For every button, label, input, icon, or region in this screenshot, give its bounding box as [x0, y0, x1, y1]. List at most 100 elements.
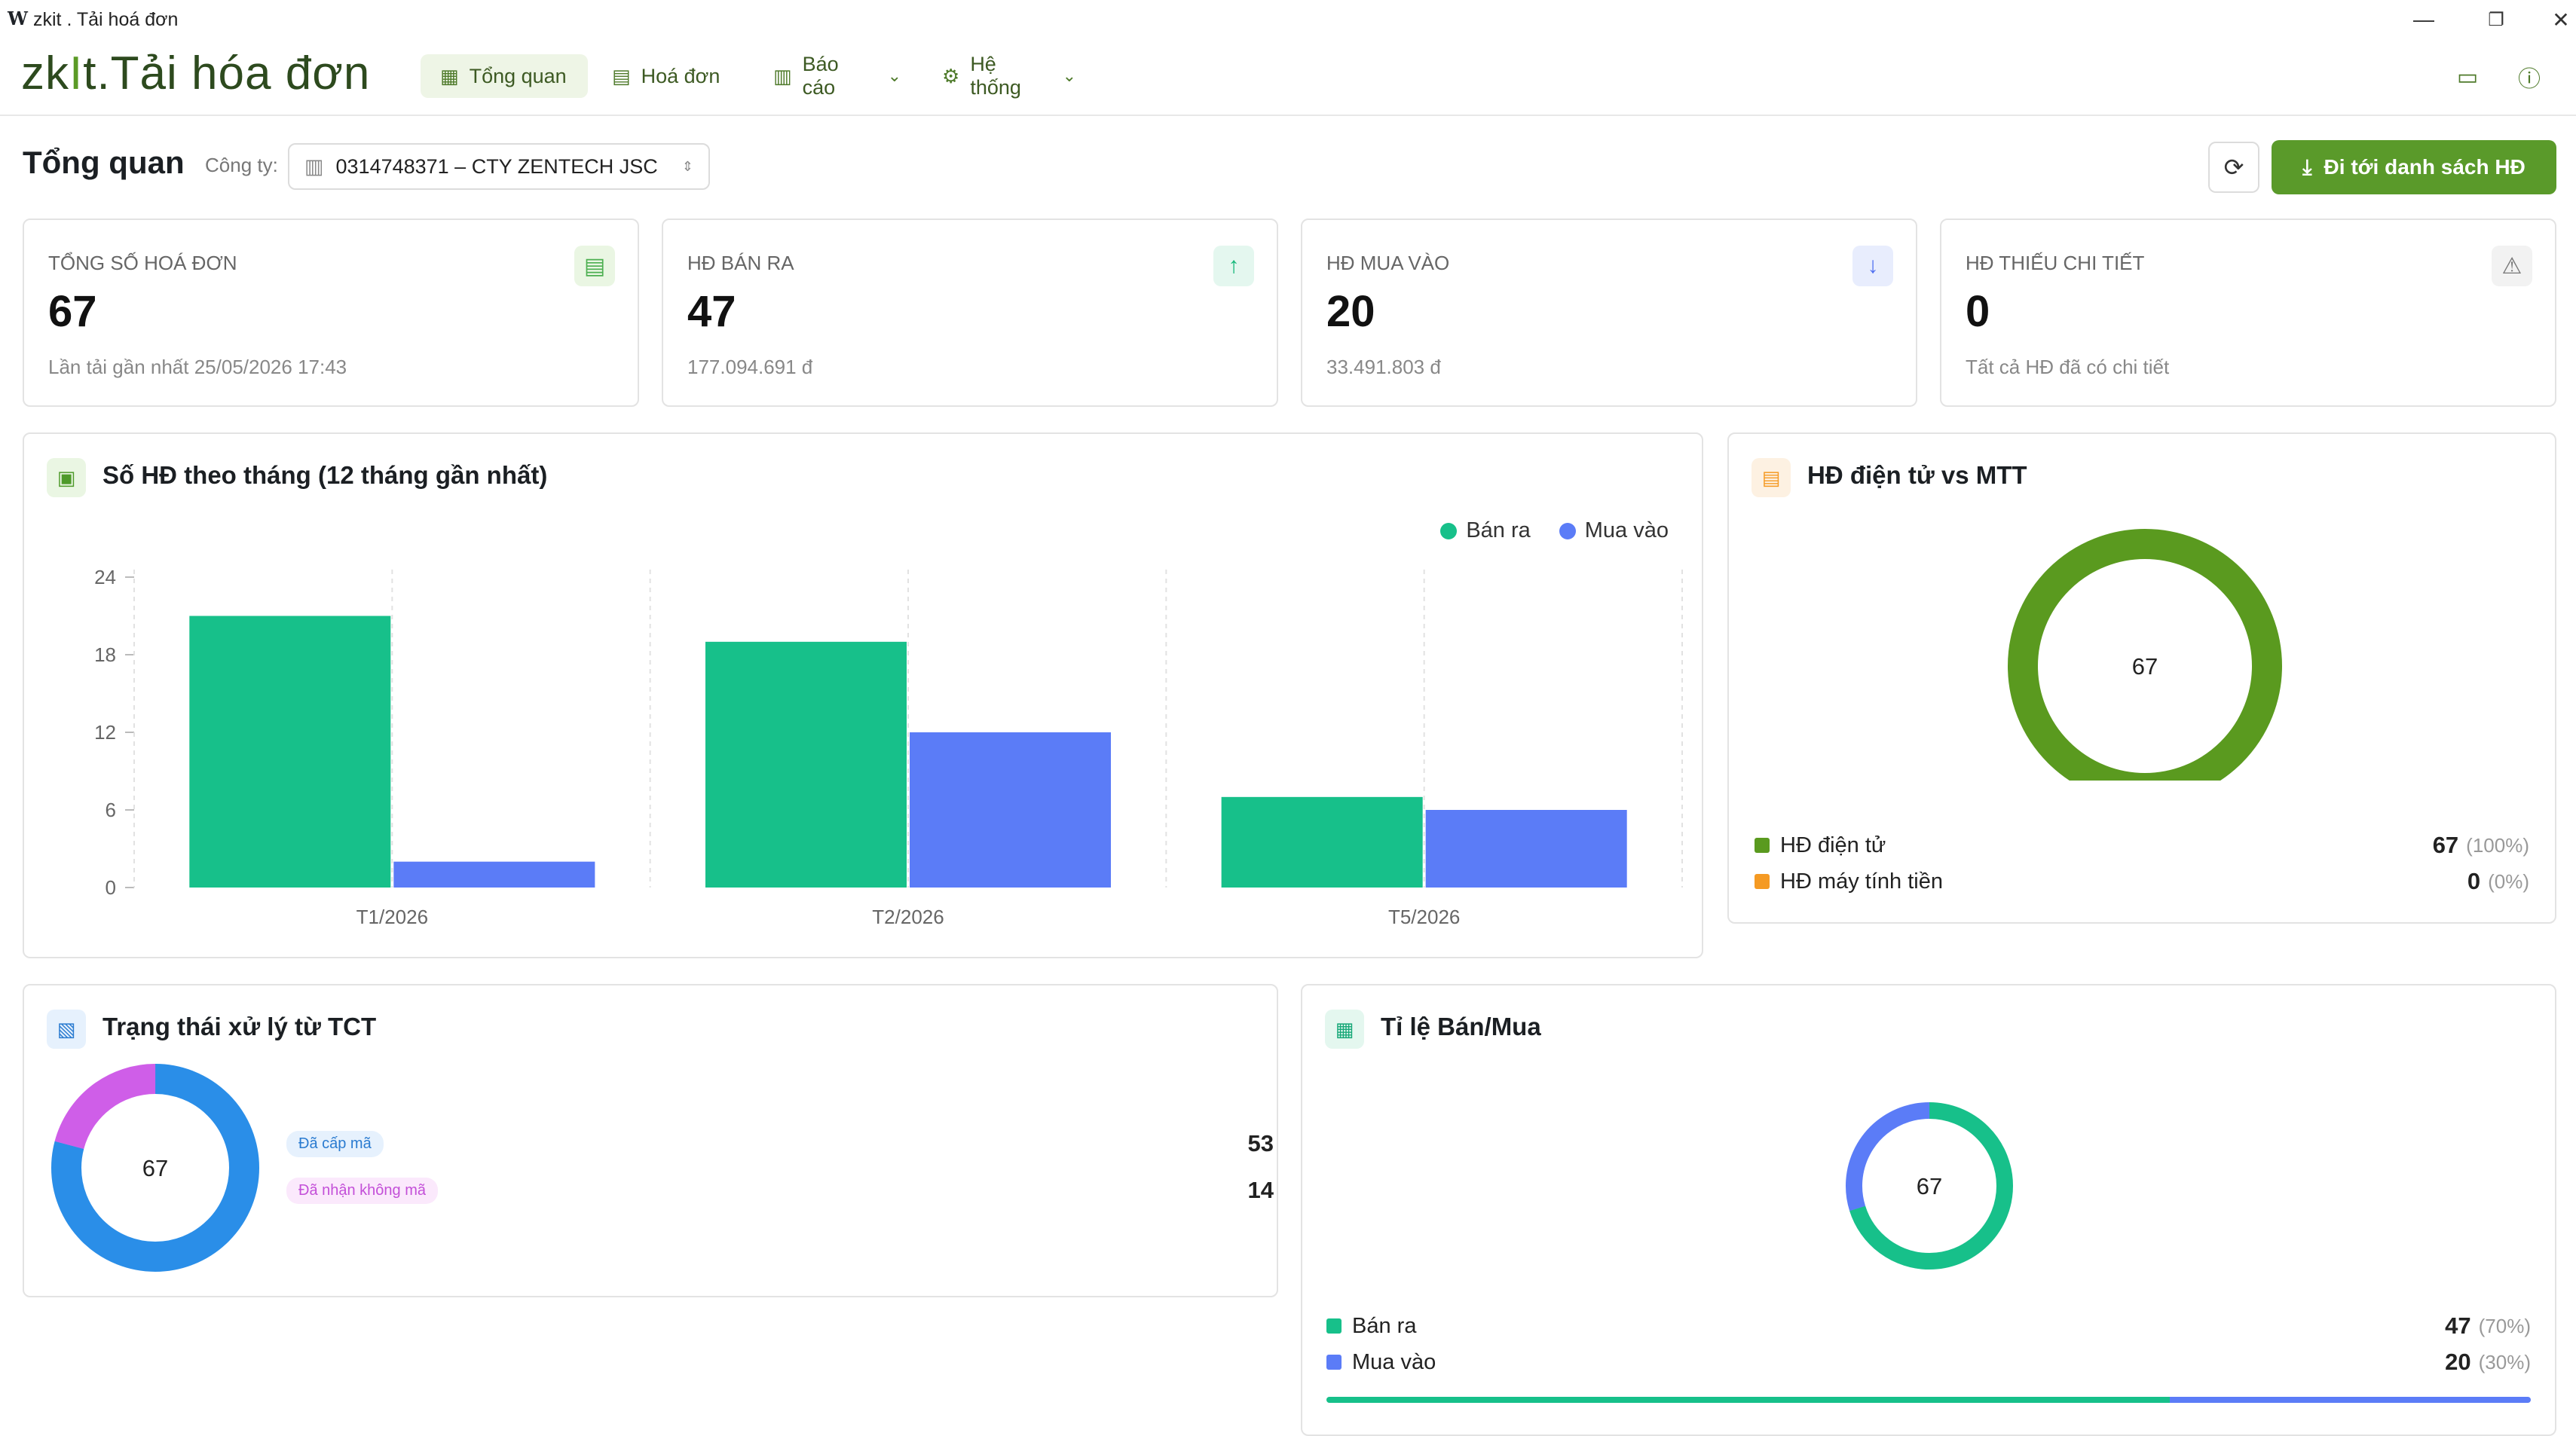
legend-value: 20 — [2445, 1349, 2471, 1375]
legend-swatch — [1755, 874, 1770, 889]
company-select[interactable]: ▥ 0314748371 – CTY ZENTECH JSC ⇕ — [288, 143, 710, 190]
building-icon: ▥ — [304, 154, 324, 178]
legend-row: HĐ điện tử 67 (100%) — [1755, 830, 2529, 860]
legend-label: Bán ra — [1352, 1313, 1417, 1338]
receipt-icon: ▤ — [1751, 458, 1791, 497]
grid-icon: ▦ — [440, 64, 459, 87]
stat-card: HĐ thiếu chi tiết 0 Tất cả HĐ đã có chi … — [1940, 218, 2556, 407]
legend-mua-vao: Mua vào — [1559, 518, 1669, 543]
legend-label: Mua vào — [1352, 1349, 1436, 1374]
stat-label: HĐ mua vào — [1326, 252, 1450, 274]
legend-ban-ra: Bán ra — [1440, 518, 1531, 543]
arrow-down-icon: ↓ — [1852, 246, 1893, 286]
legend-label: HĐ máy tính tiền — [1780, 869, 1943, 894]
help-icon[interactable]: ⓘ — [2518, 67, 2541, 92]
x-tick-label: T5/2026 — [1388, 906, 1460, 928]
close-button[interactable]: ✕ — [2552, 8, 2570, 32]
electronic-vs-mtt-card: ▤ HĐ điện tử vs MTT 67 HĐ điện tử 67 (100%… — [1727, 432, 2556, 924]
legend-row: Đã nhận không mã 14 — [286, 1175, 1274, 1205]
stat-label: Tổng số hoá đơn — [48, 252, 237, 274]
bar-mua-vao — [910, 732, 1112, 888]
nav-he-thong[interactable]: ⚙ Hệ thống ⌄ — [922, 53, 1096, 99]
stat-card: HĐ mua vào 20 33.491.803 đ ↓ — [1301, 218, 1917, 407]
nav-label: Hệ thống — [970, 53, 1021, 99]
legend-row: Mua vào 20 (30%) — [1326, 1347, 2531, 1377]
chevron-down-icon: ⌄ — [1062, 66, 1076, 85]
monthly-chart-card: ▣ Số HĐ theo tháng (12 tháng gần nhất) B… — [23, 432, 1703, 958]
stat-value: 20 — [1326, 287, 1375, 336]
status-pill: Đã cấp mã — [286, 1130, 384, 1157]
donut-slice — [1846, 1102, 2013, 1269]
card-title: Số HĐ theo tháng (12 tháng gần nhất) — [102, 461, 548, 489]
stat-value: 47 — [687, 287, 736, 336]
legend-value: 47 — [2445, 1312, 2471, 1339]
stat-card: Tổng số hoá đơn 67 Lần tải gần nhất 25/0… — [23, 218, 639, 407]
minimize-button[interactable]: — — [2413, 8, 2434, 31]
nav-label: Báo cáo — [802, 53, 839, 99]
donut-center-label: 67 — [142, 1155, 168, 1181]
card-title: HĐ điện tử vs MTT — [1807, 461, 2027, 489]
refresh-icon: ⟳ — [2223, 154, 2244, 181]
legend-pct: (30%) — [2478, 1350, 2531, 1373]
warning-icon: ⚠ — [2492, 246, 2532, 286]
donut-center-label: 67 — [1917, 1173, 1942, 1199]
y-tick-label: 18 — [94, 643, 116, 666]
feedback-icon[interactable]: ▭ — [2456, 64, 2479, 90]
bar-mua-vao — [1425, 810, 1627, 888]
top-navbar — [0, 39, 2576, 116]
nav-tong-quan[interactable]: ▦ Tổng quan — [421, 54, 588, 98]
x-tick-label: T2/2026 — [872, 906, 944, 928]
status-donut-chart: 67 — [51, 1064, 259, 1272]
bar-ban-ra — [189, 616, 391, 888]
legend-value: 67 — [2432, 832, 2459, 858]
go-button-label: Đi tới danh sách HĐ — [2324, 155, 2526, 179]
legend-value: 0 — [2467, 868, 2481, 894]
company-value: 0314748371 – CTY ZENTECH JSC — [335, 154, 658, 178]
legend-pct: (100%) — [2466, 833, 2529, 857]
y-tick-label: 24 — [94, 566, 116, 588]
card-title: Tỉ lệ Bán/Mua — [1381, 1013, 1541, 1040]
x-tick-label: T1/2026 — [356, 906, 428, 928]
nav-hoa-don[interactable]: ▤ Hoá đơn — [592, 54, 751, 98]
legend-swatch — [1326, 1318, 1342, 1334]
card-title: Trạng thái xử lý từ TCT — [102, 1013, 377, 1040]
file-icon: ▤ — [574, 246, 615, 286]
legend-swatch — [1326, 1355, 1342, 1370]
restore-button[interactable]: ❐ — [2488, 9, 2504, 30]
ratio-progress-bar — [1326, 1397, 2531, 1403]
legend-swatch — [1755, 838, 1770, 853]
chart-legend: Bán ra Mua vào — [1440, 518, 1669, 543]
bar-mua-vao — [393, 861, 595, 888]
status-pill: Đã nhận không mã — [286, 1177, 439, 1204]
legend-row: Đã cấp mã 53 — [286, 1129, 1274, 1159]
chevron-down-icon: ⌄ — [887, 66, 901, 85]
legend-row: HĐ máy tính tiền 0 (0%) — [1755, 866, 2529, 897]
legend-pct: (0%) — [2488, 869, 2529, 893]
go-to-invoice-list-button[interactable]: ⤓ Đi tới danh sách HĐ — [2272, 140, 2556, 194]
refresh-button[interactable]: ⟳ — [2208, 142, 2259, 193]
y-tick-label: 6 — [106, 799, 116, 821]
bar-chart-icon: ▥ — [773, 64, 792, 87]
legend-row: Bán ra 47 (70%) — [1326, 1311, 2531, 1341]
stat-sub: Lần tải gần nhất 25/05/2026 17:43 — [48, 356, 347, 378]
window-titlebar: W zkit . Tải hoá đơn — ❐ ✕ — [0, 0, 2576, 39]
document-check-icon: ▧ — [47, 1010, 86, 1049]
stat-sub: Tất cả HĐ đã có chi tiết — [1966, 356, 2170, 378]
legend-pct: (70%) — [2478, 1314, 2531, 1337]
legend-value: 14 — [1247, 1177, 1274, 1203]
tct-status-card: ▧ Trạng thái xử lý từ TCT 67 Đã cấp mã 53… — [23, 984, 1278, 1297]
y-tick-label: 0 — [106, 876, 116, 899]
download-icon: ⤓ — [2302, 154, 2312, 179]
receipt-icon: ▤ — [612, 64, 631, 87]
electronic-donut-chart: 67 — [2008, 529, 2282, 781]
store-icon: ▦ — [1325, 1010, 1364, 1049]
select-caret-icon: ⇕ — [681, 158, 693, 174]
nav-bao-cao[interactable]: ▥ Báo cáo ⌄ — [754, 53, 921, 99]
brand-logo[interactable]: zkIt.Tải hóa đơn — [21, 47, 371, 99]
stat-sub: 33.491.803 đ — [1326, 356, 1441, 378]
stat-label: HĐ bán ra — [687, 252, 794, 274]
nav-label: Hoá đơn — [641, 64, 720, 87]
donut-slice — [2008, 529, 2282, 781]
stat-label: HĐ thiếu chi tiết — [1966, 252, 2145, 274]
stat-sub: 177.094.691 đ — [687, 356, 813, 378]
